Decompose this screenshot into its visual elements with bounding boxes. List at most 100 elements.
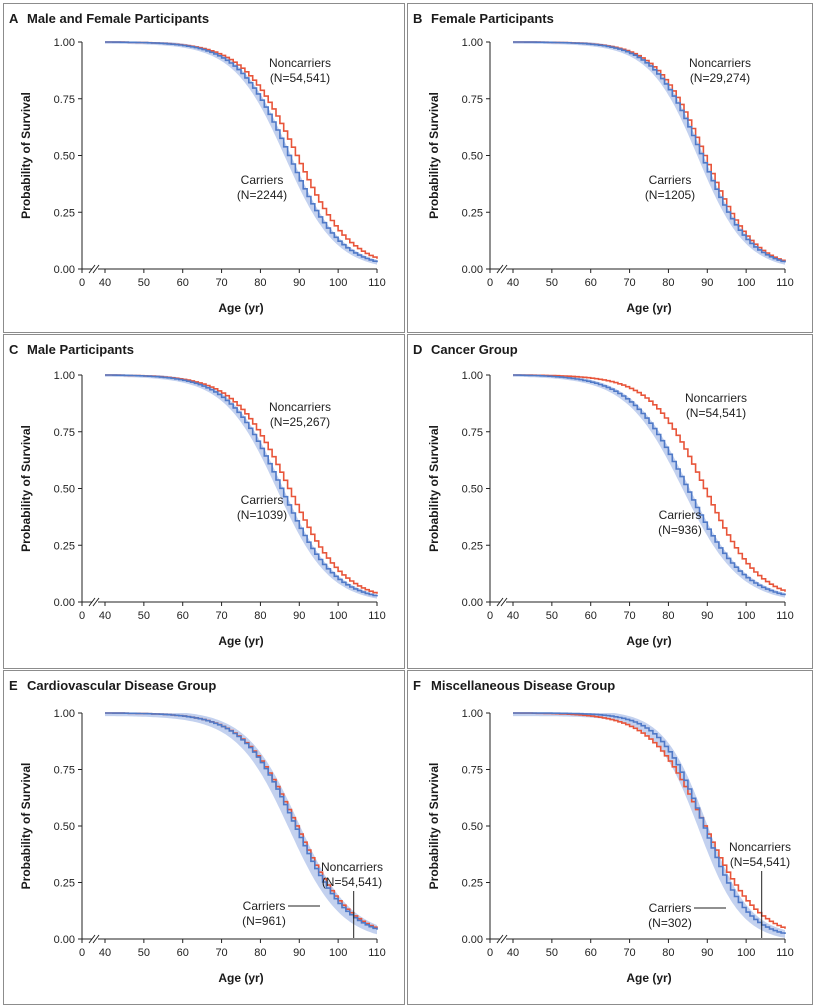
carriers-count: (N=1205): [645, 188, 695, 202]
y-axis-title: Probability of Survival: [427, 425, 441, 552]
x-tick-label: 60: [177, 277, 189, 289]
x-tick-label: 110: [368, 947, 386, 959]
y-tick-label: 1.00: [54, 37, 75, 49]
panel-letter: E: [9, 678, 18, 693]
y-tick-label: 0.00: [462, 597, 483, 609]
x-tick-label: 60: [585, 610, 597, 622]
carriers-curve: [513, 712, 786, 934]
panel-c: C Male Participants 0.00 0.25 0.50 0.75 1.00 0 4…: [3, 334, 405, 669]
panel-letter: F: [413, 678, 421, 693]
carriers-label: Carriers: [649, 173, 692, 187]
carriers-label: Carriers: [659, 508, 702, 522]
x-tick-label: 110: [776, 610, 794, 622]
panel-frame: [407, 670, 813, 1005]
x-tick-label: 60: [585, 277, 597, 289]
noncarriers-count: (N=29,274): [690, 71, 750, 85]
y-tick-label: 0.75: [462, 94, 483, 106]
panel-title: Cardiovascular Disease Group: [27, 678, 216, 693]
x-tick-label: 40: [507, 610, 519, 622]
panel-title: Female Participants: [431, 11, 554, 26]
panel-frame: [407, 3, 813, 333]
axis-break-mark: [496, 934, 508, 944]
x-tick-label: 0: [487, 610, 493, 622]
panel-letter: C: [9, 342, 19, 357]
x-tick-label: 50: [138, 610, 150, 622]
x-axis-title: Age (yr): [626, 634, 671, 648]
y-tick-label: 0.00: [54, 597, 75, 609]
y-tick-label: 0.25: [462, 878, 483, 890]
x-tick-label: 0: [79, 610, 85, 622]
noncarriers-label: Noncarriers: [689, 56, 751, 70]
x-tick-label: 80: [254, 947, 266, 959]
panel-title: Miscellaneous Disease Group: [431, 678, 615, 693]
panel-frame: [3, 670, 405, 1005]
y-tick-label: 0.75: [54, 765, 75, 777]
y-tick-label: 0.25: [462, 540, 483, 552]
y-tick-label: 0.00: [54, 934, 75, 946]
x-tick-label: 70: [215, 277, 227, 289]
noncarriers-count: (N=54,541): [270, 71, 330, 85]
y-axis-title: Probability of Survival: [19, 763, 33, 890]
x-tick-label: 90: [293, 610, 305, 622]
x-tick-label: 60: [177, 947, 189, 959]
axis-break-mark: [88, 264, 100, 274]
axis-break-mark: [88, 934, 100, 944]
x-tick-label: 40: [507, 947, 519, 959]
x-tick-label: 40: [99, 277, 111, 289]
noncarriers-label: Noncarriers: [269, 400, 331, 414]
y-tick-label: 0.50: [462, 151, 483, 163]
x-tick-label: 50: [546, 610, 558, 622]
carriers-count: (N=961): [242, 914, 286, 928]
y-tick-label: 0.75: [54, 94, 75, 106]
noncarriers-count: (N=54,541): [686, 406, 746, 420]
x-tick-label: 100: [737, 947, 755, 959]
y-axis-title: Probability of Survival: [427, 763, 441, 890]
x-tick-label: 110: [368, 277, 386, 289]
x-tick-label: 50: [138, 947, 150, 959]
y-tick-label: 0.50: [54, 151, 75, 163]
noncarriers-count: (N=54,541): [322, 875, 382, 889]
noncarriers-label: Noncarriers: [321, 860, 383, 874]
x-tick-label: 80: [662, 947, 674, 959]
carriers-label: Carriers: [243, 899, 286, 913]
x-tick-label: 80: [254, 277, 266, 289]
y-tick-label: 0.75: [462, 427, 483, 439]
carriers-count: (N=2244): [237, 188, 287, 202]
x-tick-label: 0: [487, 277, 493, 289]
x-tick-label: 40: [507, 277, 519, 289]
x-tick-label: 90: [293, 947, 305, 959]
x-tick-label: 0: [79, 947, 85, 959]
x-tick-label: 90: [701, 610, 713, 622]
panel-letter: D: [413, 342, 422, 357]
noncarriers-label: Noncarriers: [729, 840, 791, 854]
carriers-curve: [513, 374, 786, 596]
x-tick-label: 40: [99, 947, 111, 959]
x-tick-label: 90: [701, 947, 713, 959]
x-tick-label: 50: [546, 277, 558, 289]
axis-break-mark: [496, 597, 508, 607]
x-tick-label: 50: [546, 947, 558, 959]
panel-letter: A: [9, 11, 19, 26]
panel-b: B Female Participants 0.00 0.25 0.50 0.75 1.00…: [407, 3, 813, 333]
y-axis-title: Probability of Survival: [19, 92, 33, 219]
y-tick-label: 0.50: [54, 484, 75, 496]
x-tick-label: 50: [138, 277, 150, 289]
x-tick-label: 100: [329, 610, 347, 622]
panel-f: F Miscellaneous Disease Group 0.00 0.25 0.50…: [407, 670, 813, 1005]
carriers-curve: [105, 374, 378, 597]
y-tick-label: 0.50: [462, 821, 483, 833]
x-tick-label: 0: [487, 947, 493, 959]
y-tick-label: 1.00: [462, 708, 483, 720]
x-tick-label: 70: [215, 610, 227, 622]
x-tick-label: 90: [701, 277, 713, 289]
y-tick-label: 1.00: [462, 37, 483, 49]
y-tick-label: 0.25: [462, 207, 483, 219]
x-tick-label: 100: [329, 947, 347, 959]
panel-a: A Male and Female Participants 0.00 0.25 0.5…: [3, 3, 405, 333]
y-tick-label: 0.75: [462, 765, 483, 777]
y-tick-label: 0.25: [54, 540, 75, 552]
x-tick-label: 0: [79, 277, 85, 289]
panel-d: D Cancer Group 0.00 0.25 0.50 0.75 1.00 0 40 50 60…: [407, 334, 813, 669]
axis-break-mark: [88, 597, 100, 607]
